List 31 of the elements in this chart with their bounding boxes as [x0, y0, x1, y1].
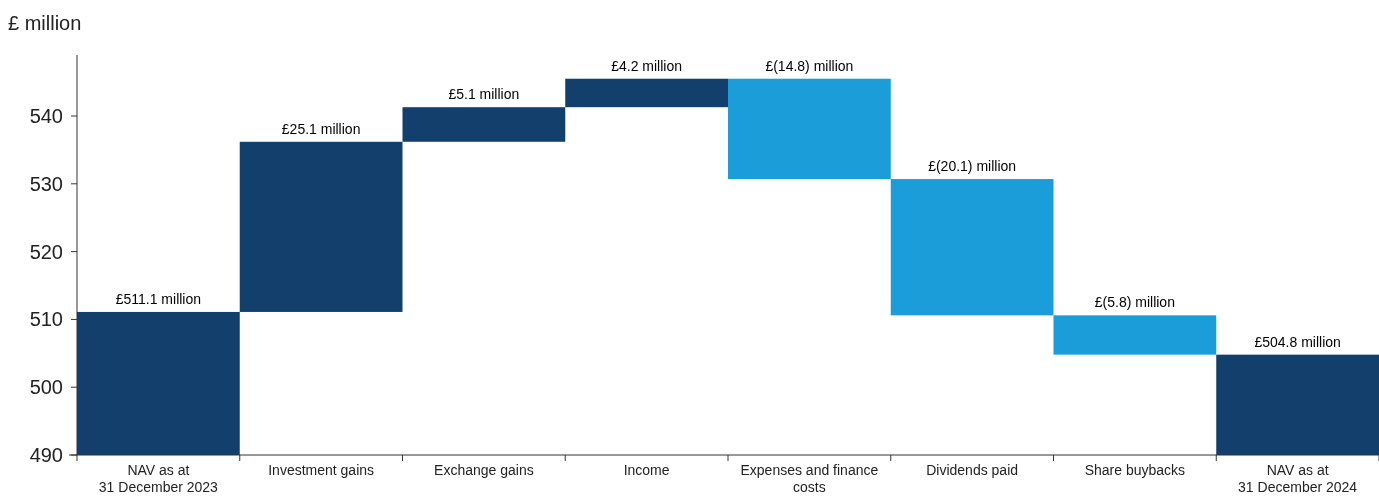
bar: [1216, 354, 1379, 455]
x-tick-label: Income: [623, 462, 670, 478]
x-tick-label: NAV as at 31 December 2023: [98, 462, 219, 495]
bar: [1053, 315, 1217, 355]
bar: [402, 107, 566, 142]
data-label: £(5.8) million: [1094, 294, 1175, 311]
x-tick-label: NAV as at 31 December 2024: [1238, 462, 1358, 495]
data-label: £511.1 million: [115, 290, 202, 307]
y-tick-label: 510: [29, 308, 63, 331]
y-tick-label: 500: [29, 376, 63, 399]
data-label: £(20.1) million: [928, 158, 1017, 175]
bar: [239, 141, 403, 312]
y-tick-label: 540: [29, 105, 63, 128]
x-tick-label: Investment gains: [268, 462, 375, 478]
x-tick-label: Dividends paid: [926, 462, 1019, 478]
x-tick-label: Share buybacks: [1084, 462, 1186, 478]
x-tick-label: Exchange gains: [434, 462, 534, 478]
data-label: £25.1 million: [281, 120, 361, 137]
data-label: £4.2 million: [611, 57, 683, 74]
x-tick-label: Expenses and finance costs: [740, 462, 879, 495]
bar: [77, 311, 240, 455]
data-label: £5.1 million: [448, 86, 520, 103]
y-tick-label: 530: [29, 172, 63, 195]
data-label: £(14.8) million: [765, 57, 854, 74]
y-tick-label: 490: [29, 444, 63, 466]
bar: [565, 78, 728, 108]
y-axis-title: £ million: [8, 12, 82, 34]
y-tick-label: 520: [29, 240, 63, 263]
data-label: £504.8 million: [1254, 333, 1341, 350]
bar: [728, 78, 891, 180]
bar: [890, 179, 1054, 316]
